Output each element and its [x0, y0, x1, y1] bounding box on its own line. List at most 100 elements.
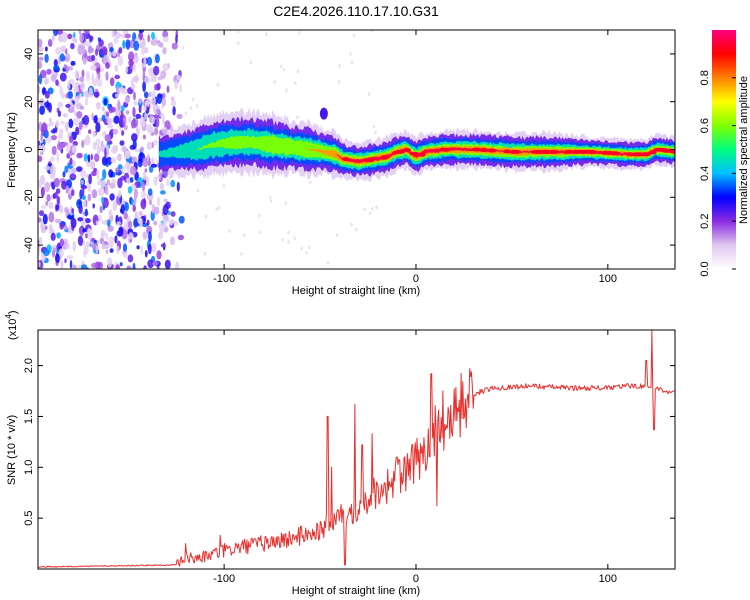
spectrogram-x-axis-label: Height of straight line (km) [292, 285, 420, 297]
noise-speck [78, 121, 83, 131]
noise-speck [85, 241, 90, 248]
noise-speck [159, 42, 164, 48]
noise-speck [73, 111, 78, 117]
noise-speck [79, 76, 85, 83]
snr-scale-factor: (x104) [4, 310, 19, 340]
noise-speck [134, 54, 139, 64]
noise-speck [118, 226, 124, 237]
faint-speck [169, 201, 172, 206]
noise-speck [91, 170, 97, 177]
noise-speck [140, 146, 145, 153]
noise-speck [170, 211, 176, 217]
faint-speck [296, 115, 299, 120]
noise-speck [50, 129, 57, 134]
faint-speck [368, 211, 372, 215]
noise-speck [90, 64, 97, 71]
x-tick-label: -100 [213, 273, 235, 285]
noise-speck [38, 84, 41, 94]
noise-speck [115, 93, 119, 98]
noise-speck [71, 208, 74, 214]
noise-speck [73, 85, 79, 94]
noise-speck [143, 91, 149, 99]
noise-speck [106, 179, 111, 186]
ridge-peak [439, 147, 452, 152]
noise-speck [156, 250, 162, 260]
noise-speck [150, 160, 155, 165]
noise-speck [116, 245, 120, 255]
spectrogram-panel: -100 0 100 -40 -20 0 20 40 Height of straight … [6, 29, 676, 297]
noise-speck [107, 123, 113, 129]
noise-speck [105, 71, 109, 81]
noise-speck [42, 213, 48, 225]
noise-speck [43, 249, 50, 257]
noise-speck [143, 56, 147, 68]
noise-speck [67, 33, 73, 40]
noise-speck [110, 106, 116, 113]
noise-speck [148, 231, 152, 242]
noise-speck [83, 200, 86, 208]
noise-speck [101, 106, 105, 112]
snr-y-ticks: 0.5 1.0 1.5 2.0 [23, 358, 675, 526]
snr-y-axis-label: SNR (10 * v/v) [6, 415, 18, 485]
noise-speck [70, 60, 76, 66]
faint-speck [204, 214, 208, 219]
noise-speck [81, 139, 85, 149]
noise-speck [126, 177, 131, 184]
noise-speck [108, 51, 112, 57]
noise-speck [105, 232, 109, 241]
noise-speck [51, 145, 57, 156]
noise-speck [95, 245, 99, 254]
ridge-peak [363, 158, 375, 163]
noise-speck [176, 181, 180, 192]
noise-speck [153, 206, 160, 215]
faint-speck [284, 201, 287, 205]
noise-speck [45, 225, 48, 230]
noise-speck [77, 264, 81, 269]
noise-speck [101, 196, 104, 204]
y-tick-label: 0 [23, 146, 35, 152]
noise-speck [59, 72, 67, 82]
noise-speck [59, 238, 65, 247]
noise-speck [155, 108, 161, 115]
noise-speck [91, 262, 98, 269]
noise-speck [124, 161, 131, 170]
noise-speck [148, 165, 154, 173]
noise-speck [175, 34, 178, 44]
noise-speck [155, 53, 160, 64]
faint-speck [258, 214, 261, 218]
noise-speck [56, 195, 60, 205]
spectrogram-marks [38, 30, 675, 269]
ridge-peak [563, 149, 574, 154]
noise-speck [86, 70, 90, 82]
noise-speck [127, 186, 133, 194]
noise-speck [55, 120, 60, 128]
noise-speck [131, 133, 138, 142]
noise-speck [66, 242, 70, 250]
noise-speck [171, 42, 178, 50]
noise-speck [139, 217, 143, 228]
noise-speck [65, 185, 70, 194]
noise-speck [156, 196, 161, 207]
noise-speck [81, 219, 86, 226]
noise-speck [46, 122, 52, 127]
snr-scale-label: (x10 [7, 319, 19, 340]
noise-speck [49, 117, 52, 123]
noise-speck [76, 152, 83, 159]
noise-speck [151, 242, 157, 253]
noise-speck [82, 115, 90, 126]
noise-speck [77, 235, 84, 246]
ridge-peak [380, 155, 389, 160]
noise-speck [60, 260, 64, 269]
noise-speck [132, 106, 136, 118]
noise-speck [107, 257, 113, 268]
noise-speck [146, 219, 150, 226]
noise-speck [50, 232, 56, 241]
faint-speck [363, 207, 366, 212]
noise-speck [129, 177, 134, 183]
noise-speck [109, 248, 114, 253]
colorbar-tick-label: 0.2 [699, 214, 711, 229]
noise-speck [101, 46, 108, 56]
noise-speck [80, 170, 87, 179]
noise-speck [79, 189, 83, 200]
noise-speck [125, 39, 131, 50]
